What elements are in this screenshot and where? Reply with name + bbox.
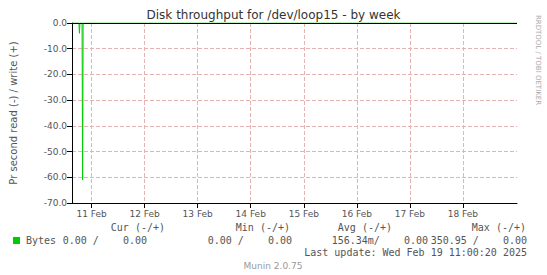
svg-text:-70.0: -70.0 <box>44 198 68 208</box>
svg-text:14 Feb: 14 Feb <box>236 209 267 219</box>
svg-text:Munin 2.0.75: Munin 2.0.75 <box>244 261 303 271</box>
svg-text:350.95 / 0.00: 350.95 / 0.00 <box>431 235 527 246</box>
svg-text:156.34m/ 0.00: 156.34m/ 0.00 <box>332 235 428 246</box>
svg-text:0.00 / 0.00: 0.00 / 0.00 <box>208 235 292 246</box>
svg-text:0.0: 0.0 <box>53 18 68 28</box>
svg-text:-30.0: -30.0 <box>44 95 68 105</box>
svg-text:RRDTOOL / TOBI OETIKER: RRDTOOL / TOBI OETIKER <box>534 15 542 105</box>
svg-text:-20.0: -20.0 <box>44 69 68 79</box>
svg-text:Avg (-/+): Avg (-/+) <box>338 222 392 233</box>
svg-text:-40.0: -40.0 <box>44 121 68 131</box>
svg-text:Disk throughput for /dev/loop1: Disk throughput for /dev/loop15 - by wee… <box>147 8 401 22</box>
svg-text:-50.0: -50.0 <box>44 147 68 157</box>
svg-text:-10.0: -10.0 <box>44 44 68 54</box>
svg-text:-60.0: -60.0 <box>44 172 68 182</box>
svg-text:Max (-/+): Max (-/+) <box>472 222 526 233</box>
svg-text:Min (-/+): Min (-/+) <box>236 222 290 233</box>
svg-text:0.00 / 0.00: 0.00 / 0.00 <box>63 235 147 246</box>
svg-text:Cur (-/+): Cur (-/+) <box>111 222 165 233</box>
svg-text:Last update: Wed Feb 19 11:00:: Last update: Wed Feb 19 11:00:20 2025 <box>304 247 527 258</box>
svg-text:15 Feb: 15 Feb <box>289 209 320 219</box>
svg-text:13 Feb: 13 Feb <box>183 209 214 219</box>
svg-text:Bytes: Bytes <box>26 235 56 246</box>
svg-text:12 Feb: 12 Feb <box>130 209 161 219</box>
svg-text:16 Feb: 16 Feb <box>342 209 373 219</box>
svg-text:17 Feb: 17 Feb <box>395 209 426 219</box>
svg-text:18 Feb: 18 Feb <box>448 209 479 219</box>
svg-text:11 Feb: 11 Feb <box>76 209 107 219</box>
svg-text:Pr second read (-) / write (+): Pr second read (-) / write (+) <box>8 41 19 184</box>
